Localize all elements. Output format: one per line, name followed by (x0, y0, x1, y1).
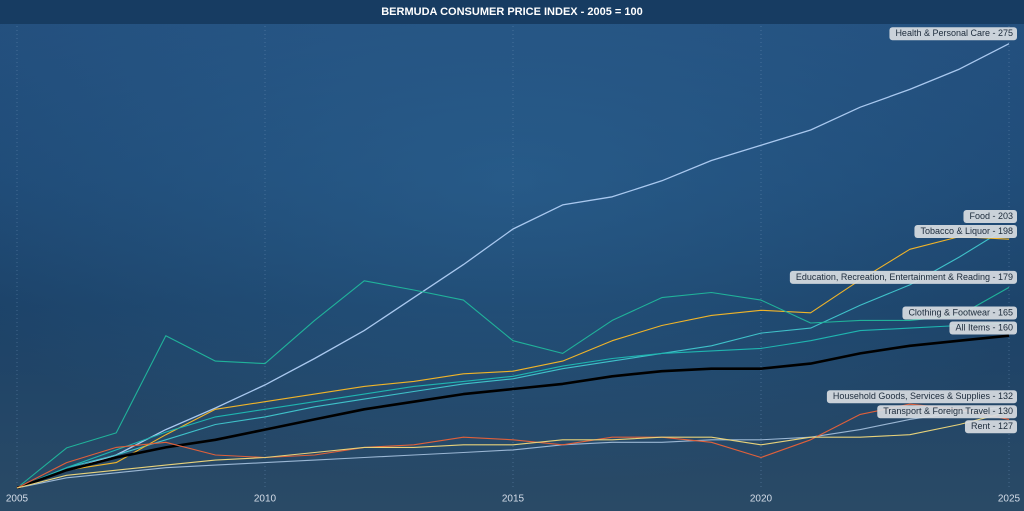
series-line (16, 411, 1010, 489)
end-label-box (963, 209, 1017, 223)
end-label-box (889, 27, 1017, 41)
end-label-box (826, 390, 1017, 404)
end-label-group: Education, Recreation, Entertainment & R… (789, 270, 1017, 284)
x-tick-label: 2020 (750, 494, 773, 505)
x-tick-label: 2005 (6, 494, 29, 505)
series-line (16, 334, 1010, 490)
series-line (16, 403, 1010, 489)
end-label-box (964, 420, 1017, 434)
series-line (16, 43, 1010, 489)
x-tick-label: 2010 (254, 494, 277, 505)
series-line (16, 322, 1010, 489)
end-label-box (914, 224, 1017, 238)
end-label-box (789, 270, 1017, 284)
series-line (16, 236, 1010, 489)
series-line (16, 406, 1010, 489)
end-label-group: Rent - 127 (964, 420, 1017, 434)
end-label-group: Tobacco & Liquor - 198 (914, 224, 1017, 238)
series-line (16, 226, 1010, 489)
end-label-group: Health & Personal Care - 275 (889, 27, 1017, 41)
end-label: Tobacco & Liquor - 198 (920, 226, 1013, 236)
end-label: Household Goods, Services & Supplies - 1… (833, 391, 1013, 401)
x-tick-label: 2015 (502, 494, 525, 505)
end-label: Food - 203 (969, 211, 1013, 221)
chart-title: BERMUDA CONSUMER PRICE INDEX - 2005 = 10… (381, 6, 643, 18)
series-line (16, 280, 1010, 489)
end-label-box (902, 306, 1017, 320)
end-label: Transport & Foreign Travel - 130 (883, 406, 1013, 416)
end-label: Rent - 127 (971, 421, 1013, 431)
end-label-group: All Items - 160 (949, 321, 1017, 335)
end-label: All Items - 160 (955, 322, 1013, 332)
end-label-group: Food - 203 (963, 209, 1017, 223)
end-label-box (949, 321, 1017, 335)
title-band (0, 0, 1024, 24)
end-label-group: Clothing & Footwear - 165 (902, 306, 1017, 320)
end-label: Health & Personal Care - 275 (895, 28, 1013, 38)
end-label-group: Household Goods, Services & Supplies - 1… (826, 390, 1017, 404)
end-label-group: Transport & Foreign Travel - 130 (877, 405, 1017, 419)
end-label: Education, Recreation, Entertainment & R… (796, 272, 1013, 282)
end-label-box (877, 405, 1017, 419)
x-tick-label: 2025 (998, 494, 1021, 505)
end-label: Clothing & Footwear - 165 (908, 307, 1013, 317)
